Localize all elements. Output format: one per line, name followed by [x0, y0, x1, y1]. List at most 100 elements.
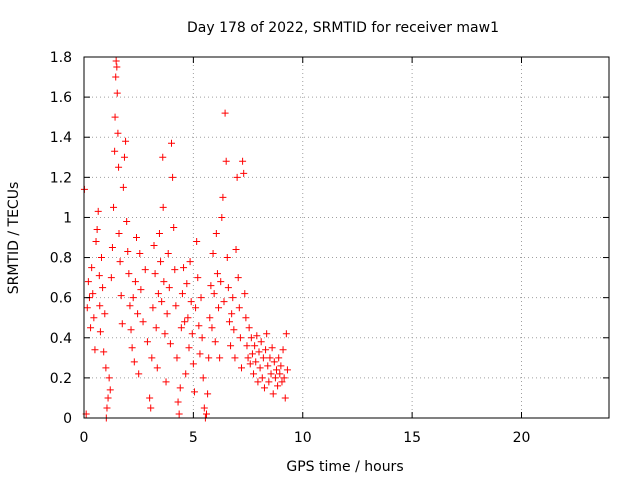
- chart-title: Day 178 of 2022, SRMTID for receiver maw…: [187, 20, 499, 36]
- data-point: [264, 362, 272, 370]
- data-point: [205, 354, 213, 362]
- data-point: [110, 203, 118, 211]
- data-point: [259, 354, 267, 362]
- data-point: [98, 254, 105, 262]
- data-point: [256, 364, 264, 372]
- data-point: [188, 330, 196, 338]
- data-point: [255, 348, 263, 356]
- data-point: [105, 374, 113, 382]
- data-point: [174, 398, 182, 406]
- data-point: [258, 374, 266, 382]
- data-point: [91, 346, 99, 354]
- data-point: [240, 169, 248, 177]
- data-point: [159, 153, 167, 161]
- data-point: [236, 334, 244, 342]
- data-point: [227, 342, 235, 350]
- data-point: [189, 360, 197, 368]
- data-point: [280, 374, 288, 382]
- data-point: [183, 280, 191, 288]
- data-point: [263, 330, 271, 338]
- data-point: [243, 342, 251, 350]
- data-point: [281, 394, 289, 402]
- data-point: [180, 264, 188, 272]
- data-point: [125, 270, 133, 278]
- data-point: [158, 298, 166, 306]
- data-point: [268, 344, 276, 352]
- x-tick-label: 10: [294, 430, 312, 446]
- data-point: [150, 242, 158, 250]
- data-point: [120, 153, 128, 161]
- data-point: [87, 324, 95, 332]
- data-point: [171, 266, 179, 274]
- y-tick-label: 0.4: [50, 331, 72, 347]
- data-point: [147, 404, 155, 412]
- data-point: [271, 374, 279, 382]
- data-point: [117, 292, 125, 300]
- data-point: [203, 410, 210, 418]
- data-point: [96, 328, 104, 336]
- data-point: [247, 334, 255, 342]
- data-point: [282, 330, 290, 338]
- data-point: [220, 298, 228, 306]
- data-point: [136, 250, 144, 258]
- data-point: [276, 370, 284, 378]
- data-point: [254, 378, 262, 386]
- data-point: [135, 370, 143, 378]
- data-point: [113, 63, 121, 71]
- data-point: [184, 314, 192, 322]
- data-point: [196, 350, 204, 358]
- data-point: [278, 378, 286, 386]
- data-point: [283, 366, 291, 374]
- data-point: [204, 390, 212, 398]
- data-point: [94, 207, 102, 215]
- data-point: [159, 203, 167, 211]
- data-point: [265, 378, 273, 386]
- data-point: [131, 278, 139, 286]
- data-point: [192, 304, 200, 312]
- data-point: [114, 129, 122, 137]
- data-point: [103, 404, 111, 412]
- data-point: [83, 304, 91, 312]
- data-point: [152, 324, 160, 332]
- data-point: [253, 332, 261, 340]
- data-point: [143, 338, 151, 346]
- data-point: [213, 270, 221, 278]
- data-point: [182, 370, 190, 378]
- data-point: [187, 298, 195, 306]
- data-point: [93, 225, 101, 233]
- data-point: [221, 109, 229, 117]
- data-point: [116, 258, 124, 266]
- data-point: [129, 294, 137, 302]
- data-point: [195, 322, 203, 330]
- data-point: [250, 370, 258, 378]
- data-point: [185, 344, 193, 352]
- data-point: [111, 147, 119, 155]
- data-point: [95, 272, 103, 280]
- data-point: [176, 384, 184, 392]
- data-point: [234, 274, 242, 282]
- data-point: [141, 266, 149, 274]
- data-point: [146, 394, 154, 402]
- data-point: [199, 374, 207, 382]
- data-point: [267, 370, 275, 378]
- y-tick-label: 0.2: [50, 371, 72, 387]
- data-point: [151, 270, 159, 278]
- data-point: [99, 284, 107, 292]
- data-point: [134, 310, 142, 318]
- data-point: [90, 314, 98, 322]
- data-point: [193, 238, 201, 246]
- data-point: [175, 410, 183, 418]
- data-point: [270, 358, 278, 366]
- data-point: [148, 354, 156, 362]
- data-point: [235, 304, 243, 312]
- data-point: [100, 348, 108, 356]
- data-point: [212, 229, 220, 237]
- data-point: [215, 304, 223, 312]
- data-point: [241, 290, 249, 298]
- data-point: [248, 350, 256, 358]
- data-point: [122, 137, 130, 145]
- data-point: [222, 157, 230, 165]
- x-tick-label: 20: [513, 430, 531, 446]
